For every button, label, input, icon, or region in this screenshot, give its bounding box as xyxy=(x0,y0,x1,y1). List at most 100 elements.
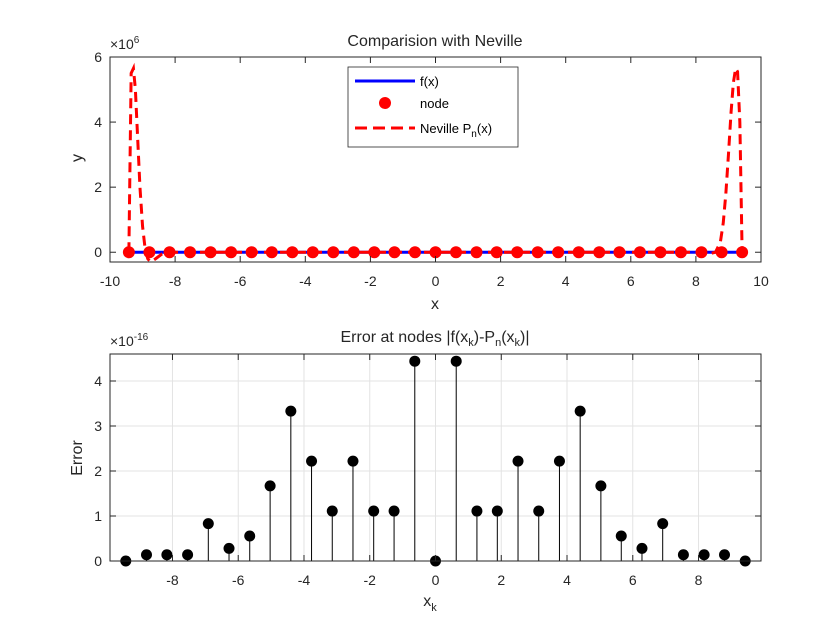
node-point xyxy=(408,246,421,259)
node-point xyxy=(552,246,565,259)
bottom-x-tick-label: -6 xyxy=(232,572,245,588)
node-point xyxy=(490,246,503,259)
bottom-y-exponent-power: -16 xyxy=(134,332,149,343)
node-point xyxy=(736,246,749,259)
top-y-tick-label: 0 xyxy=(94,244,102,260)
bottom-y-tick-label: 3 xyxy=(94,418,102,434)
bottom-x-label-main: x xyxy=(423,593,431,610)
neville-series-line xyxy=(127,62,744,264)
bottom-series-layer xyxy=(120,355,751,567)
node-point xyxy=(429,246,442,259)
error-point xyxy=(450,355,462,367)
node-point xyxy=(388,246,401,259)
bottom-x-tick-label: -2 xyxy=(364,572,377,588)
top-tick-layer: -10 -8 -6 -4 -2 0 2 4 6 8 10 0 2 4 6 xyxy=(94,49,769,289)
node-point xyxy=(695,246,708,259)
bottom-tick-layer: -8 -6 -4 -2 0 2 4 6 8 0 1 2 3 4 xyxy=(94,354,761,588)
bottom-title-part1: Error at nodes |f(x xyxy=(340,329,468,346)
bottom-y-exponent-base: ×10 xyxy=(110,333,134,349)
node-point xyxy=(572,246,585,259)
error-point xyxy=(657,518,669,530)
bottom-title-sub2: n xyxy=(495,337,501,349)
error-point xyxy=(326,505,338,517)
error-point xyxy=(595,480,607,492)
bottom-x-axis-label: xk xyxy=(423,593,437,614)
top-chart-title: Comparision with Neville xyxy=(347,33,522,50)
node-point xyxy=(654,246,667,259)
node-point xyxy=(184,246,197,259)
bottom-chart-title: Error at nodes |f(xk)-Pn(xk)| xyxy=(340,329,529,349)
top-series-layer xyxy=(122,62,749,264)
top-y-exponent: ×106 xyxy=(110,35,140,52)
top-y-axis-label: y xyxy=(69,154,86,162)
error-point xyxy=(244,530,256,542)
bottom-x-tick-label: 8 xyxy=(695,572,703,588)
top-x-tick-label: -2 xyxy=(364,273,377,289)
error-point xyxy=(161,549,173,561)
node-point xyxy=(306,246,319,259)
error-point xyxy=(264,480,276,492)
bottom-x-tick-label: 2 xyxy=(497,572,505,588)
top-y-tick-label: 4 xyxy=(94,114,102,130)
top-x-tick-label: -6 xyxy=(234,273,247,289)
error-point xyxy=(347,455,359,467)
bottom-title-sub1: k xyxy=(468,337,474,349)
node-point xyxy=(122,246,135,259)
error-point xyxy=(368,505,380,517)
node-point xyxy=(613,246,626,259)
top-y-tick-label: 6 xyxy=(94,49,102,65)
node-point xyxy=(225,246,238,259)
node-point xyxy=(368,246,381,259)
top-x-tick-label: 6 xyxy=(627,273,635,289)
top-x-tick-label: 2 xyxy=(497,273,505,289)
legend-node-swatch xyxy=(379,97,391,109)
bottom-y-axis-label: Error xyxy=(69,440,86,476)
node-point xyxy=(450,246,463,259)
bottom-x-tick-label: 0 xyxy=(432,572,440,588)
error-point xyxy=(306,455,318,467)
node-point xyxy=(470,246,483,259)
error-point xyxy=(409,355,421,367)
error-point xyxy=(285,405,297,417)
legend-neville-sub: n xyxy=(471,129,477,140)
legend-f-label: f(x) xyxy=(420,74,439,89)
error-point xyxy=(471,505,483,517)
legend-neville-main: Neville P xyxy=(420,121,471,136)
node-point xyxy=(286,246,299,259)
top-legend: f(x) node Neville Pn(x) xyxy=(347,66,519,148)
bottom-x-label-sub: k xyxy=(431,602,437,614)
bottom-y-tick-label: 4 xyxy=(94,373,102,389)
error-point xyxy=(574,405,586,417)
top-x-tick-label: 8 xyxy=(692,273,700,289)
top-y-exponent-power: 6 xyxy=(134,35,140,46)
top-x-tick-label: -4 xyxy=(299,273,312,289)
top-x-tick-label: 10 xyxy=(753,273,769,289)
node-point xyxy=(143,246,156,259)
top-x-tick-label: -8 xyxy=(169,273,182,289)
node-point xyxy=(163,246,176,259)
bottom-x-tick-label: 4 xyxy=(563,572,571,588)
error-point xyxy=(202,518,214,530)
top-y-exponent-base: ×10 xyxy=(110,36,134,52)
top-x-tick-label: 4 xyxy=(562,273,570,289)
bottom-title-sub3: k xyxy=(515,337,521,349)
node-point xyxy=(674,246,687,259)
error-point xyxy=(140,549,152,561)
top-plot: -10 -8 -6 -4 -2 0 2 4 6 8 10 0 2 4 6 Comparision with … xyxy=(69,33,769,313)
bottom-x-tick-label: 6 xyxy=(629,572,637,588)
bottom-y-exponent: ×10-16 xyxy=(110,332,149,349)
legend-neville-tail: (x) xyxy=(477,121,492,136)
error-point xyxy=(677,549,689,561)
error-point xyxy=(388,505,400,517)
top-x-axis-label: x xyxy=(431,296,439,313)
node-point xyxy=(265,246,278,259)
bottom-x-tick-label: -4 xyxy=(298,572,311,588)
error-point xyxy=(698,549,710,561)
error-point xyxy=(223,542,235,554)
node-point xyxy=(531,246,544,259)
bottom-y-tick-label: 0 xyxy=(94,553,102,569)
error-point xyxy=(553,455,565,467)
error-point xyxy=(533,505,545,517)
node-point xyxy=(327,246,340,259)
bottom-x-tick-label: -8 xyxy=(166,572,179,588)
